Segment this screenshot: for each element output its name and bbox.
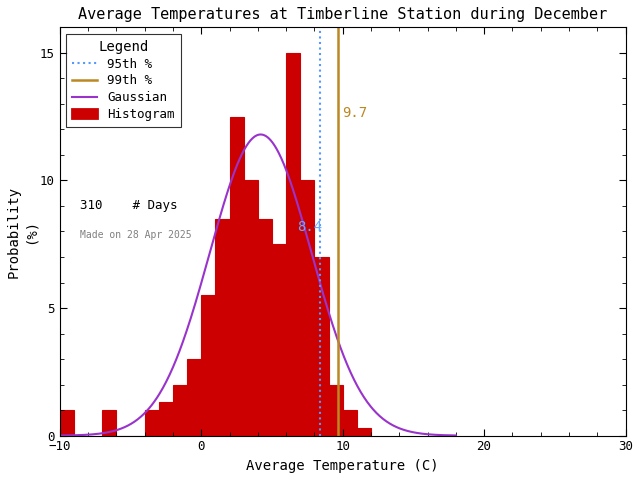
Bar (314, 257, 328, 436)
Bar (286, 53, 300, 436)
Bar (357, 428, 371, 436)
Bar (216, 219, 230, 436)
Bar (328, 384, 342, 436)
Bar (173, 384, 187, 436)
Text: 9.7: 9.7 (342, 106, 367, 120)
Bar (258, 219, 272, 436)
Bar (230, 117, 244, 436)
Bar (159, 402, 173, 436)
Bar (145, 410, 159, 436)
X-axis label: Average Temperature (C): Average Temperature (C) (246, 459, 439, 473)
Y-axis label: Probability
(%): Probability (%) (7, 185, 37, 277)
Text: 8.4: 8.4 (298, 220, 323, 234)
Text: Made on 28 Apr 2025: Made on 28 Apr 2025 (79, 229, 191, 240)
Bar (244, 180, 258, 436)
Legend: 95th %, 99th %, Gaussian, Histogram: 95th %, 99th %, Gaussian, Histogram (66, 34, 181, 127)
Bar (201, 295, 216, 436)
Text: 310    # Days: 310 # Days (79, 199, 177, 212)
Title: Average Temperatures at Timberline Station during December: Average Temperatures at Timberline Stati… (78, 7, 607, 22)
Bar (60, 410, 74, 436)
Bar (102, 410, 116, 436)
Bar (300, 180, 314, 436)
Bar (342, 410, 357, 436)
Bar (272, 244, 286, 436)
Bar (187, 359, 201, 436)
